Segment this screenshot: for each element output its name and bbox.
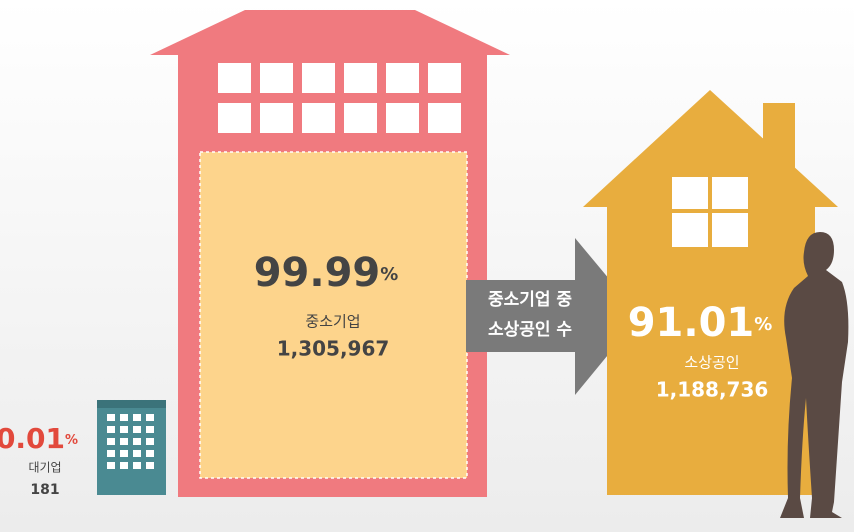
window [260, 63, 293, 93]
large-enterprise-percent: 0.01% [0, 422, 78, 455]
window [107, 450, 115, 457]
sme-label: 중소기업 [305, 313, 360, 331]
sme-percent: 99.99% [254, 250, 399, 296]
window [120, 438, 128, 445]
window [428, 103, 461, 133]
small-business-house [583, 90, 838, 495]
arrow [466, 238, 640, 395]
window [344, 103, 377, 133]
small-business-count: 1,188,736 [656, 378, 769, 402]
window [133, 414, 141, 421]
window [218, 103, 251, 133]
window [146, 414, 154, 421]
window [107, 426, 115, 433]
window [133, 462, 141, 469]
window [107, 462, 115, 469]
window [107, 438, 115, 445]
window [386, 63, 419, 93]
sme-building [150, 10, 510, 497]
window [146, 462, 154, 469]
arrow-text: 중소기업 중 [488, 290, 572, 310]
window [146, 426, 154, 433]
window [120, 462, 128, 469]
window [107, 414, 115, 421]
window [344, 63, 377, 93]
window [146, 438, 154, 445]
sme-count: 1,305,967 [277, 337, 390, 361]
window [120, 450, 128, 457]
arrow-text: 소상공인 수 [488, 320, 572, 340]
window [146, 450, 154, 457]
large-enterprise-building [97, 400, 166, 495]
small-business-label: 소상공인 [684, 354, 739, 372]
window [133, 438, 141, 445]
window [218, 63, 251, 93]
small-business-percent: 91.01% [628, 300, 773, 346]
window [386, 103, 419, 133]
large-enterprise-count: 181 [30, 482, 59, 498]
window [133, 426, 141, 433]
window [302, 103, 335, 133]
window [260, 103, 293, 133]
window [428, 63, 461, 93]
person-silhouette [780, 232, 849, 518]
window [120, 414, 128, 421]
window [133, 450, 141, 457]
window [120, 426, 128, 433]
window [302, 63, 335, 93]
large-enterprise-label: 대기업 [28, 461, 61, 475]
